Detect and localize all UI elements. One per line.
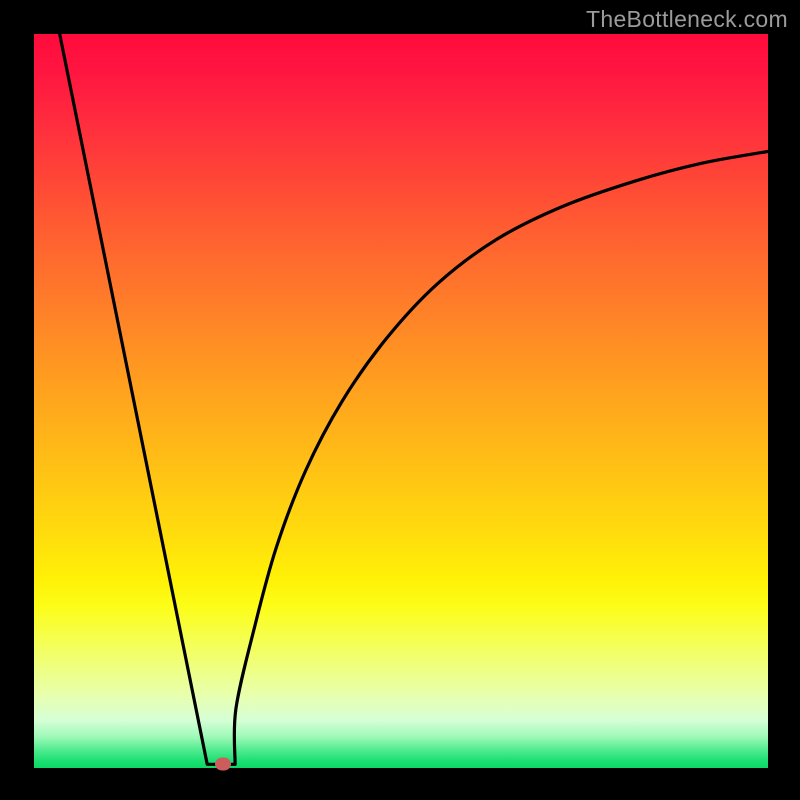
chart-stage: TheBottleneck.com <box>0 0 800 800</box>
minimum-marker <box>215 758 231 771</box>
bottleneck-curve <box>34 34 768 768</box>
curve-path <box>60 34 768 764</box>
plot-area <box>34 34 768 768</box>
watermark-text: TheBottleneck.com <box>586 6 788 33</box>
